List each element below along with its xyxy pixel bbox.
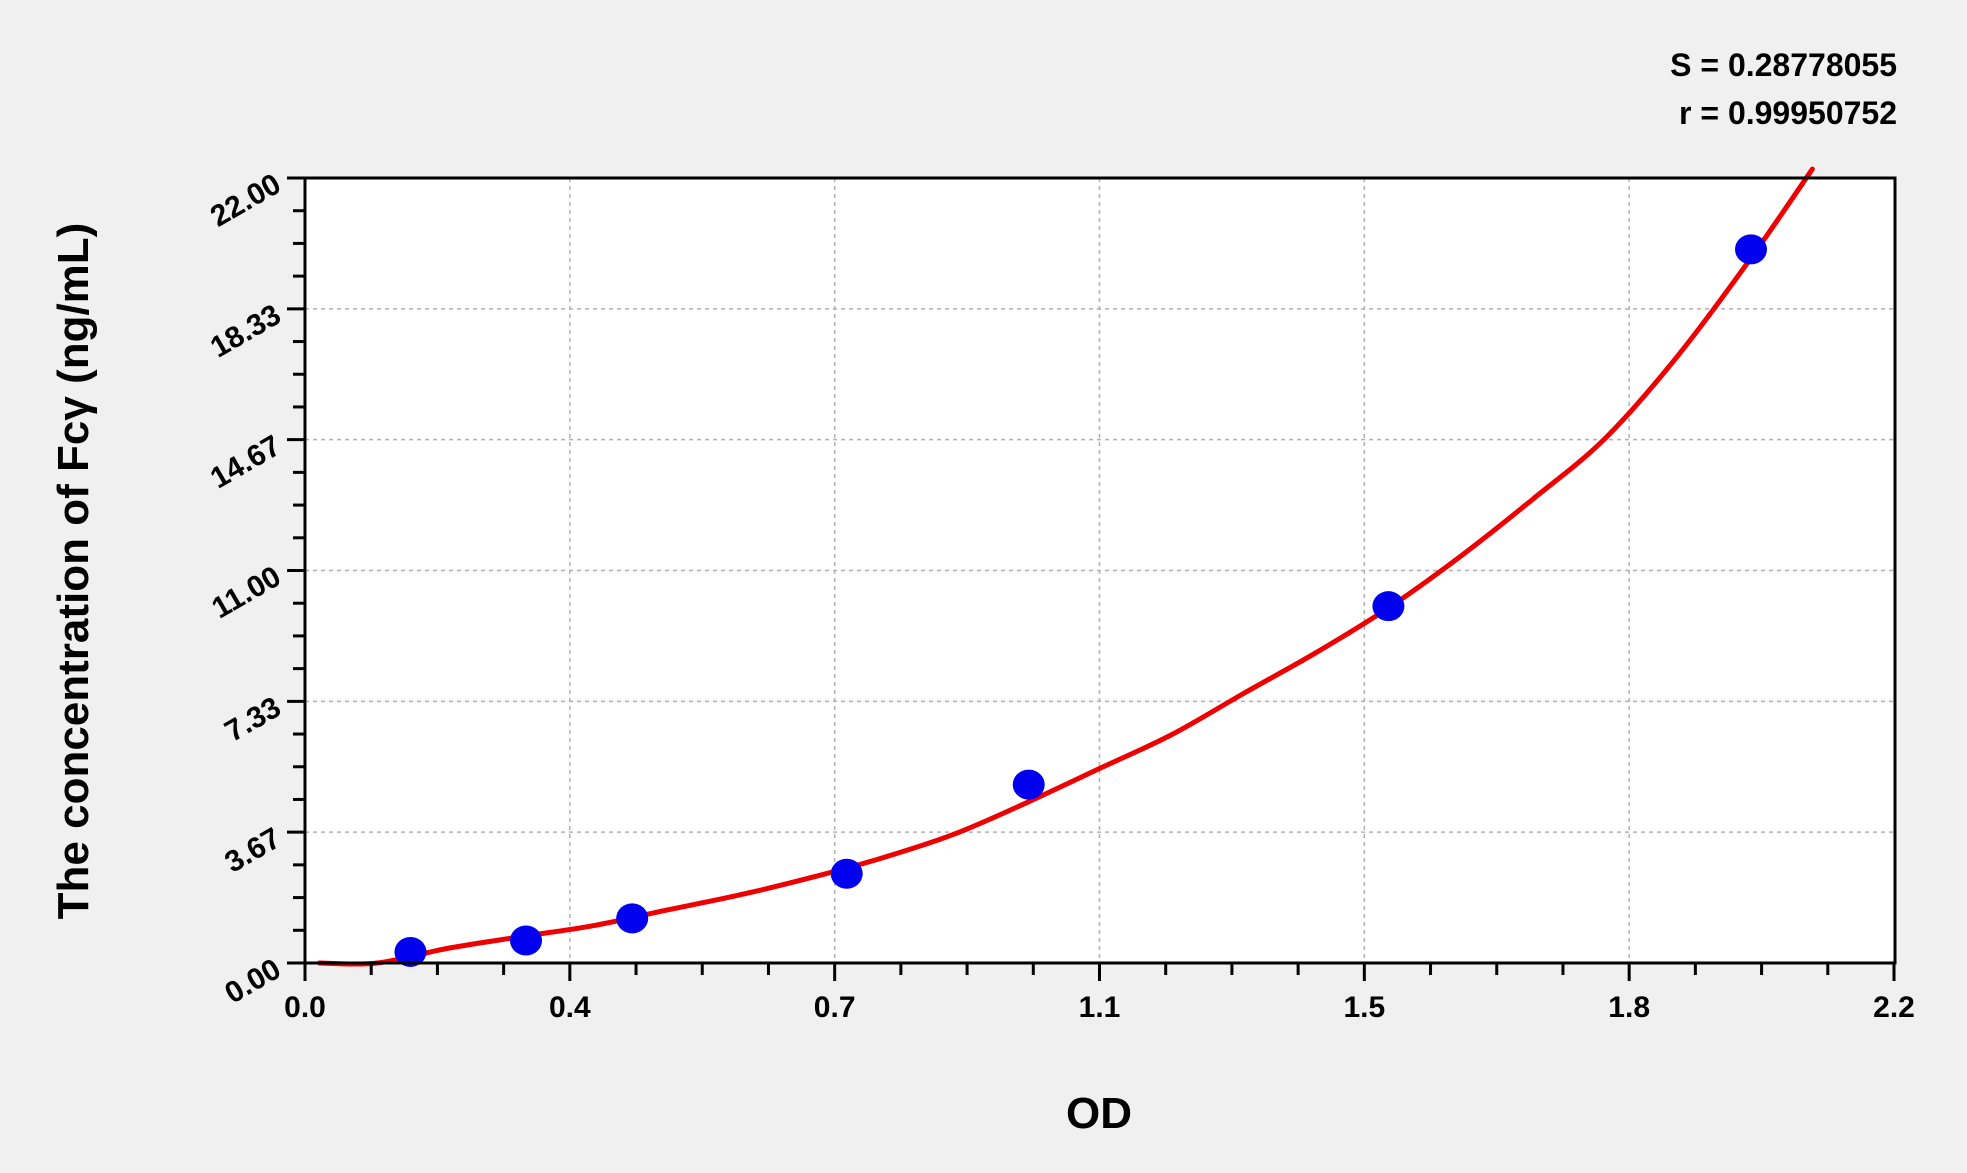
points-layer bbox=[394, 234, 1767, 967]
y-tick-label: 7.33 bbox=[219, 691, 286, 749]
data-point bbox=[616, 903, 649, 934]
x-tick-labels: 0.0 0.4 0.7 1.1 1.5 1.8 2.2 bbox=[284, 991, 1915, 1024]
fit-curve bbox=[316, 166, 1815, 967]
data-point bbox=[1012, 769, 1045, 800]
x-tick-label: 1.5 bbox=[1343, 991, 1385, 1024]
x-tick-label: 1.8 bbox=[1608, 991, 1650, 1024]
x-tick-label: 0.7 bbox=[814, 991, 856, 1024]
stat-s: S = 0.28778055 bbox=[1670, 47, 1897, 83]
data-point bbox=[394, 936, 427, 967]
axis-ticks bbox=[287, 176, 1896, 981]
data-point bbox=[830, 858, 863, 889]
y-tick-label: 22.00 bbox=[205, 167, 287, 233]
stat-r: r = 0.99950752 bbox=[1679, 95, 1897, 131]
x-tick-label: 1.1 bbox=[1079, 991, 1121, 1024]
x-tick-label: 0.4 bbox=[549, 991, 591, 1024]
y-axis-title: The concentration of Fcγ (ng/mL) bbox=[49, 223, 98, 920]
y-tick-labels: 0.00 3.67 7.33 11.00 14.67 18.33 22.00 bbox=[205, 167, 287, 1010]
grid bbox=[305, 178, 1894, 963]
x-tick-label: 2.2 bbox=[1873, 991, 1915, 1024]
y-tick-label: 18.33 bbox=[205, 298, 287, 364]
data-point bbox=[1734, 234, 1767, 265]
y-tick-label: 0.00 bbox=[219, 952, 286, 1010]
y-tick-label: 14.67 bbox=[205, 429, 287, 495]
x-axis-title: OD bbox=[1066, 1089, 1132, 1138]
y-tick-label: 3.67 bbox=[219, 822, 286, 880]
x-tick-label: 0.0 bbox=[284, 991, 326, 1024]
fit-curve-layer bbox=[316, 166, 1815, 967]
data-point bbox=[510, 925, 543, 956]
data-point bbox=[1372, 591, 1405, 622]
y-tick-label: 11.00 bbox=[206, 560, 286, 625]
